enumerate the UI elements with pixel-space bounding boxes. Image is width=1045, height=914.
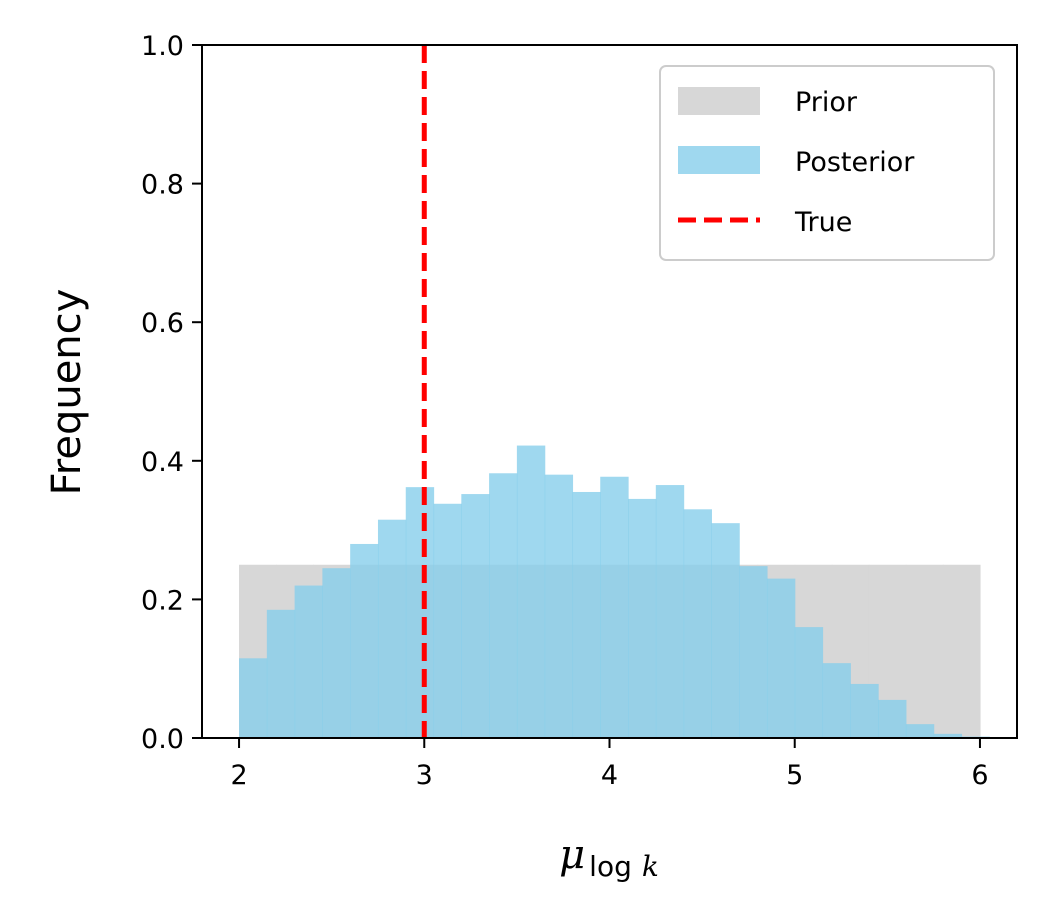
posterior-bar [933,733,963,738]
posterior-bar [433,503,462,738]
x-tick-label: 3 [416,760,433,791]
posterior-bar [600,476,629,738]
y-tick-label: 1.0 [141,31,184,62]
y-tick-label: 0.4 [141,447,184,478]
x-tick-label: 6 [971,760,988,791]
x-axis-title-sub: log [589,850,632,883]
posterior-bar [461,494,490,738]
x-axis-title-main: μ [559,832,585,878]
posterior-bar [294,585,323,738]
posterior-bar [239,658,268,738]
posterior-bar [683,509,712,738]
posterior-bar [489,473,518,738]
y-tick-label: 0.6 [141,308,184,339]
legend: Prior Posterior True [659,65,995,261]
posterior-bar [572,491,601,738]
y-tick-label: 0.0 [141,724,184,755]
posterior-bar [711,523,740,738]
posterior-bar [655,485,685,738]
prior-bar [905,564,944,738]
posterior-bar [822,663,851,738]
y-axis-title: Frequency [44,289,90,496]
posterior-bar [405,487,435,738]
x-tick-label: 5 [786,760,803,791]
y-tick-label: 0.2 [141,585,184,616]
y-tick-label: 0.8 [141,170,184,201]
legend-label-posterior: Posterior [795,147,915,178]
posterior-bar [878,699,907,738]
posterior-bar [905,724,935,738]
legend-swatch-prior [678,87,760,115]
x-axis-title: μ log k [559,832,659,883]
posterior-bar [350,543,379,738]
posterior-bar [516,445,546,738]
posterior-bar [850,683,879,738]
y-axis-ticks: 0.0 0.2 0.4 0.6 0.8 1.0 [141,31,202,755]
x-tick-label: 4 [601,760,618,791]
x-tick-label: 2 [230,760,247,791]
posterior-bars [239,445,990,738]
posterior-bar [322,568,351,738]
posterior-bar [766,578,796,738]
posterior-bar [377,519,407,738]
legend-label-true: True [794,207,852,238]
posterior-bar [266,609,296,738]
prior-bar [942,564,981,738]
posterior-bar [544,474,574,738]
posterior-bar [794,627,824,738]
posterior-bar [628,498,657,738]
x-axis-ticks: 2 3 4 5 6 [230,738,989,791]
legend-swatch-posterior [678,146,760,174]
posterior-bar [739,566,768,738]
x-axis-title-sub-var: k [642,850,659,883]
legend-label-prior: Prior [795,87,858,118]
